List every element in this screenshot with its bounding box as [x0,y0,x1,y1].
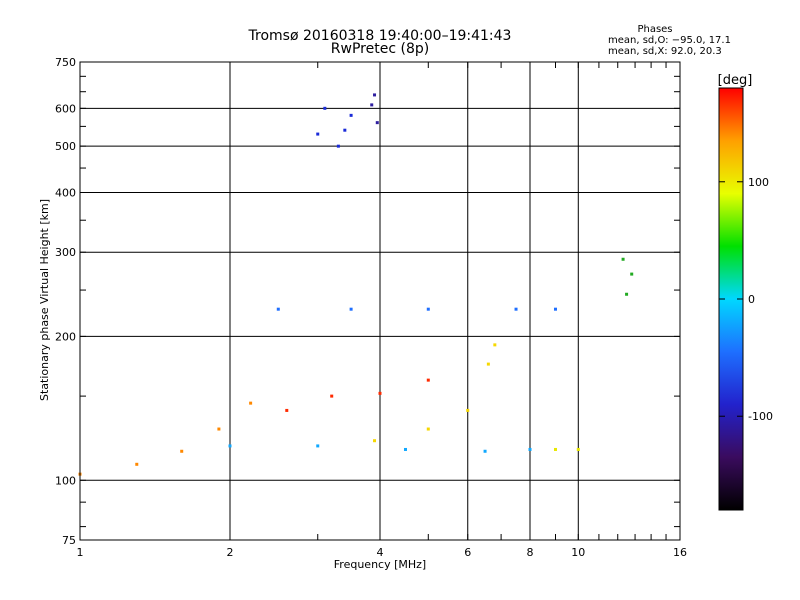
y-tick-label: 200 [55,330,76,343]
series-4-point-1 [576,447,580,451]
colorbar-tick-label: 0 [748,293,755,306]
x-tick-label: 2 [227,546,234,559]
series-5-point-2 [466,408,470,412]
colorbar-tick-label: 100 [748,176,769,189]
series-2-point-0 [276,307,280,311]
series-5-point-0 [373,439,377,443]
series-3-point-4 [528,447,532,451]
series-3-point-0 [228,444,232,448]
series-0-point-4 [349,113,353,117]
y-axis-ticks: 75 100 200 300 400 500 600 750 [55,56,680,547]
y-tick-label: 400 [55,186,76,199]
x-tick-label: 6 [464,546,471,559]
x-tick-label: 1 [77,546,84,559]
series-5-point-4 [493,343,497,347]
series-6-point-1 [135,462,139,466]
series-8-point-2 [630,272,634,276]
x-tick-label: 8 [527,546,534,559]
series-2-point-2 [426,307,430,311]
data-points [78,93,634,476]
series-0-point-3 [336,144,340,148]
chart-title: Tromsø 20160318 19:40:00–19:41:43 [248,28,512,44]
series-7-point-1 [330,394,334,398]
grid-lines [80,62,680,540]
y-tick-label: 300 [55,246,76,259]
y-tick-label: 600 [55,102,76,115]
y-tick-label: 75 [62,534,76,547]
series-3-point-2 [403,447,407,451]
x-axis-label: Frequency [MHz] [334,558,426,571]
series-8-point-0 [621,257,625,261]
x-axis-ticks: 1 2 4 6 8 10 16 [77,62,687,559]
colorbar-label: [deg] [718,73,753,88]
y-tick-label: 500 [55,140,76,153]
phases-mean-x: mean, sd,X: 92.0, 20.3 [608,46,722,57]
series-6-point-3 [217,427,221,431]
series-0-point-0 [316,132,320,136]
series-7-point-2 [378,391,382,395]
series-7-point-0 [285,408,289,412]
x-tick-label: 10 [571,546,585,559]
series-2-point-4 [553,307,557,311]
colorbar-ticks: 100 0 -100 [719,176,773,423]
series-5-point-3 [486,362,490,366]
colorbar-tick-label: -100 [748,410,773,423]
series-1-point-2 [373,93,377,97]
series-3-point-3 [483,449,487,453]
series-8-point-1 [625,292,629,296]
series-0-point-1 [343,128,347,132]
chart-subtitle: RwPretec (8p) [331,41,429,57]
series-2-point-3 [514,307,518,311]
series-2-point-1 [349,307,353,311]
x-tick-label: 16 [673,546,687,559]
x-tick-label: 4 [377,546,384,559]
series-5-point-1 [426,427,430,431]
series-7-point-3 [426,378,430,382]
series-1-point-0 [375,121,379,125]
series-3-point-1 [316,444,320,448]
series-0-point-2 [323,106,327,110]
y-axis-label: Stationary phase Virtual Height [km] [38,199,51,401]
y-tick-label: 750 [55,56,76,69]
y-tick-label: 100 [55,474,76,487]
series-1-point-1 [370,103,374,107]
phases-title: Phases [637,24,672,35]
series-6-point-2 [180,449,184,453]
series-4-point-0 [553,447,557,451]
phases-mean-o: mean, sd,O: −95.0, 17.1 [608,35,731,46]
series-6-point-4 [249,401,253,405]
